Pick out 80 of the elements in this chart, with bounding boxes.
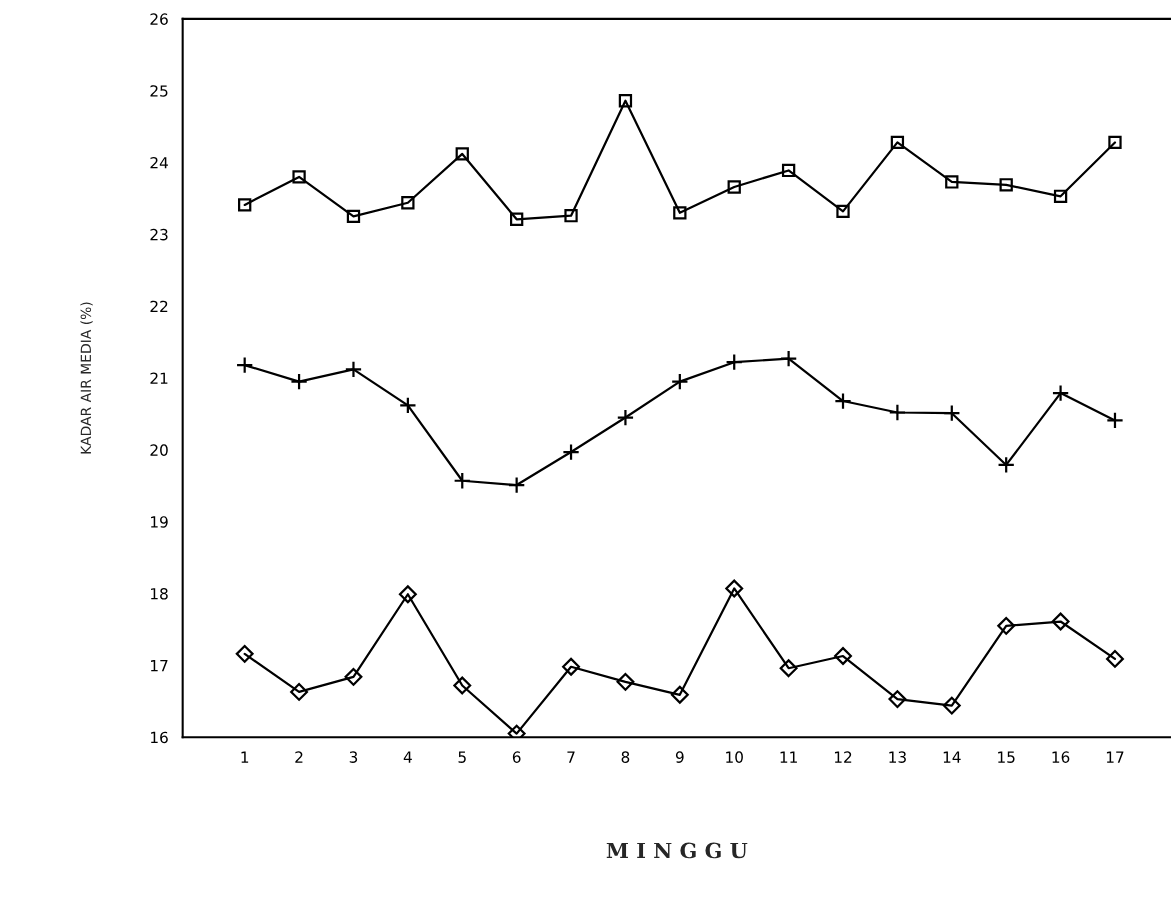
point <box>999 178 1013 192</box>
point <box>1106 649 1124 668</box>
point <box>727 180 741 194</box>
point <box>618 94 633 108</box>
x-tick-label: 12 <box>834 751 852 763</box>
point <box>344 360 363 379</box>
y-axis-title: KADAR AIR MEDIA (%) <box>80 302 93 454</box>
x-tick-label: 9 <box>675 751 684 763</box>
point <box>401 196 415 210</box>
point <box>235 356 254 374</box>
point <box>997 616 1016 635</box>
x-tick-label: 8 <box>621 751 630 763</box>
point <box>779 659 798 678</box>
point <box>834 392 852 410</box>
point <box>562 657 581 676</box>
x-tick-label: 7 <box>567 751 575 763</box>
point <box>616 672 635 691</box>
y-tick-label: 18 <box>151 587 168 600</box>
point <box>290 682 309 701</box>
x-tick-label: 17 <box>1106 751 1124 763</box>
y-tick-label: 16 <box>151 731 168 744</box>
point <box>398 585 417 604</box>
point <box>834 647 852 665</box>
y-tick-label: 25 <box>150 85 168 97</box>
point <box>997 456 1015 474</box>
point <box>836 204 850 219</box>
x-tick-label: 3 <box>349 751 358 763</box>
y-tick-label: 17 <box>151 660 168 672</box>
point <box>942 696 961 715</box>
x-tick-label: 13 <box>889 751 906 763</box>
point <box>1051 612 1070 631</box>
point <box>1106 411 1124 430</box>
y-tick-label: 21 <box>150 372 168 384</box>
x-tick-label: 10 <box>726 751 743 763</box>
x-axis-title: M I N G G U <box>606 842 748 859</box>
point <box>779 349 798 368</box>
point <box>1051 384 1070 402</box>
point <box>509 212 524 226</box>
x-tick-label: 11 <box>780 751 797 763</box>
x-tick-label: 15 <box>998 751 1015 763</box>
y-tick-label: 26 <box>150 13 168 25</box>
point <box>399 396 417 415</box>
point <box>564 209 578 223</box>
point <box>1108 135 1122 150</box>
x-tick-label: 1 <box>241 751 249 763</box>
point <box>616 408 635 427</box>
point <box>673 206 687 220</box>
point <box>344 667 363 686</box>
x-tick-label: 14 <box>943 751 961 763</box>
point <box>290 372 308 391</box>
x-tick-label: 4 <box>403 751 412 763</box>
point <box>507 476 526 494</box>
point <box>238 198 252 212</box>
x-tick-label: 2 <box>295 751 303 763</box>
point <box>292 170 306 184</box>
point <box>725 579 744 598</box>
point <box>453 676 472 695</box>
x-tick-label: 16 <box>1052 751 1070 763</box>
point <box>1053 189 1068 203</box>
y-tick-label: 22 <box>150 300 168 312</box>
point <box>943 404 961 422</box>
point <box>945 175 959 189</box>
point <box>670 685 689 704</box>
x-tick-label: 6 <box>512 751 521 763</box>
y-tick-label: 23 <box>150 228 168 241</box>
point <box>235 644 254 663</box>
point <box>890 135 905 150</box>
point <box>346 209 361 224</box>
point <box>781 163 796 178</box>
y-tick-label: 24 <box>150 157 168 169</box>
y-tick-label: 20 <box>150 444 168 456</box>
x-tick-label: 5 <box>458 751 466 763</box>
point <box>455 147 469 161</box>
point <box>671 372 689 391</box>
point <box>562 443 580 461</box>
point <box>888 690 907 709</box>
point <box>888 403 907 422</box>
point <box>725 353 743 371</box>
point <box>453 472 472 490</box>
y-tick-label: 19 <box>151 516 168 528</box>
